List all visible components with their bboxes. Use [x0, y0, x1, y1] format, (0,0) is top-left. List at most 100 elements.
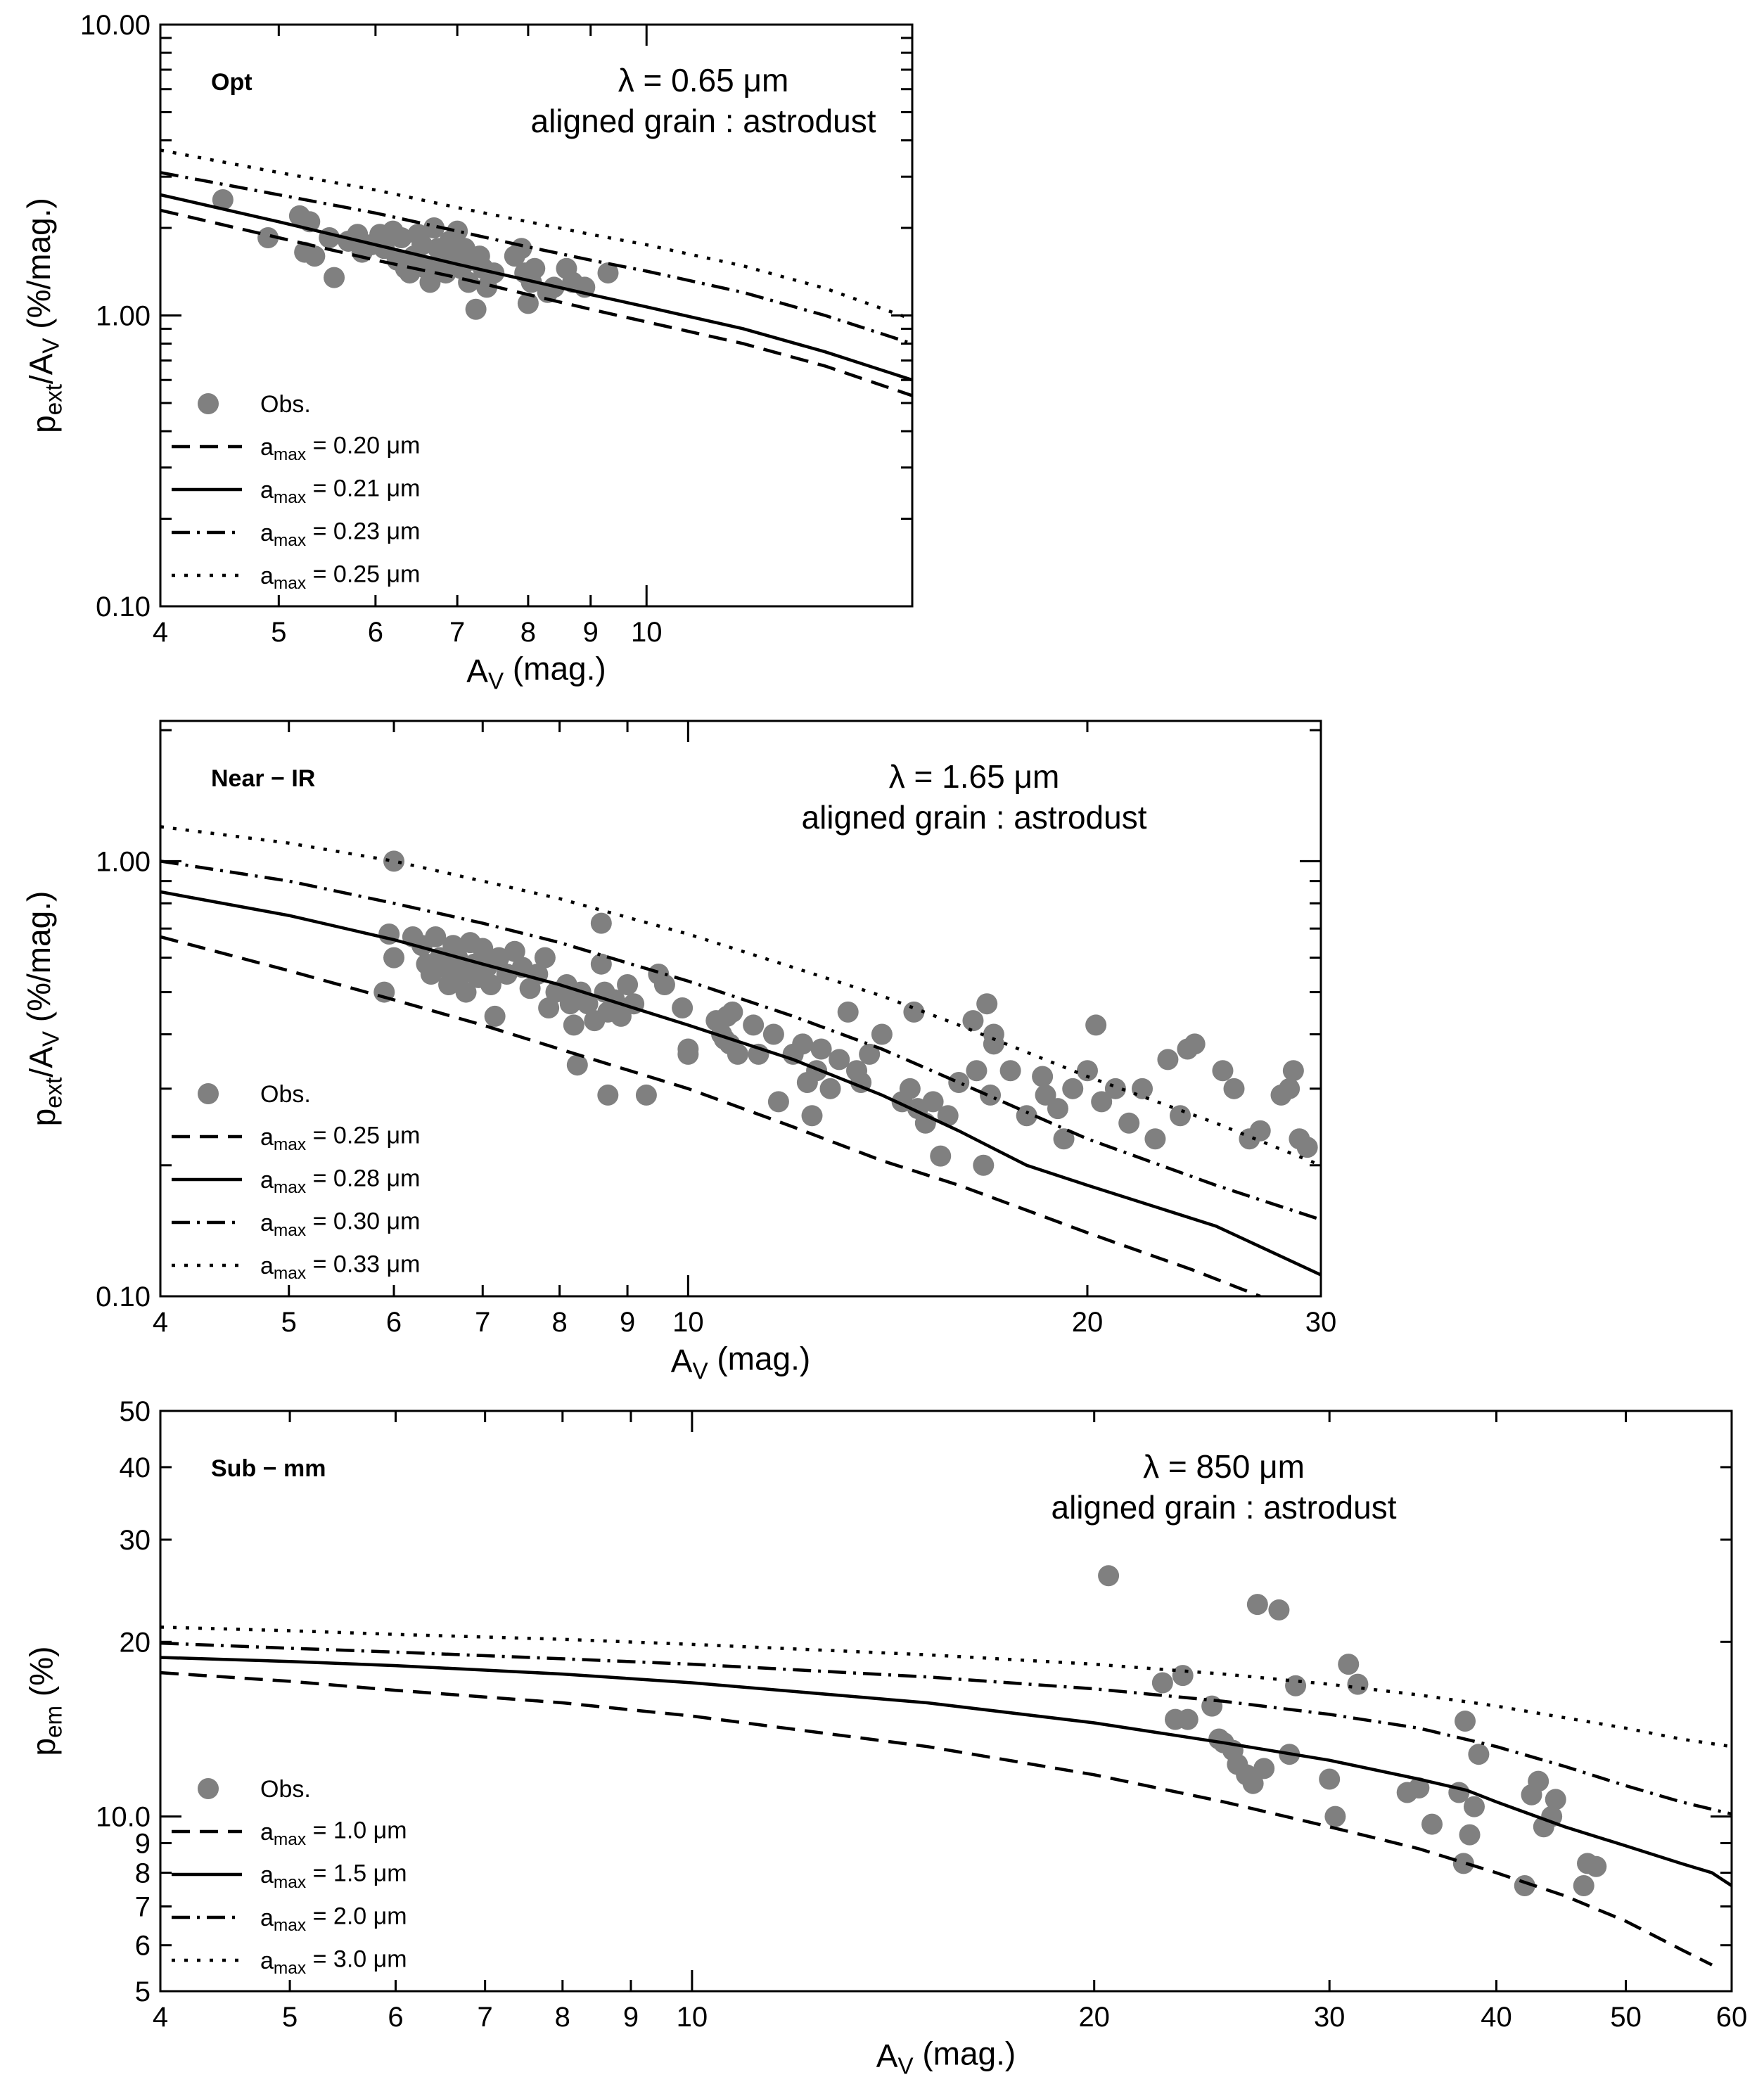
- y-tick-label: 50: [120, 1396, 151, 1427]
- obs-point: [1170, 1105, 1191, 1127]
- annotation-line: aligned grain : astrodust: [802, 799, 1147, 836]
- legend-marker: [198, 1083, 219, 1104]
- obs-point: [871, 1023, 893, 1045]
- obs-point: [1347, 1673, 1369, 1695]
- legend-marker: [198, 393, 219, 414]
- obs-point: [1242, 1772, 1264, 1794]
- x-tick-label: 6: [388, 2002, 403, 2033]
- plot-frame: [159, 720, 1322, 1298]
- obs-point: [1528, 1770, 1549, 1792]
- x-tick-label: 10: [631, 617, 663, 648]
- obs-point: [257, 227, 279, 249]
- x-tick-label: 30: [1314, 2002, 1346, 2033]
- obs-point: [1246, 1594, 1268, 1616]
- obs-point: [767, 1091, 789, 1113]
- obs-point: [1585, 1855, 1607, 1877]
- obs-point: [1455, 1711, 1476, 1732]
- legend-label: Obs.: [260, 391, 311, 418]
- obs-point: [458, 271, 480, 293]
- obs-point: [590, 953, 612, 975]
- legend-label: Obs.: [260, 1081, 311, 1108]
- x-tick-label: 8: [555, 2002, 570, 2033]
- y-axis-label: pext/AV (%/mag.): [20, 198, 67, 433]
- annotation-line: λ = 1.65 μm: [889, 758, 1060, 795]
- x-tick-label: 5: [281, 1307, 297, 1338]
- obs-point: [1104, 1078, 1126, 1099]
- y-axis-label: pext/AV (%/mag.): [20, 891, 67, 1127]
- y-tick-label: 40: [120, 1452, 151, 1483]
- x-tick-label: 5: [282, 2002, 298, 2033]
- plot-frame: [159, 1410, 1733, 1993]
- obs-point: [1053, 1128, 1075, 1150]
- x-tick-label: 9: [620, 1307, 635, 1338]
- obs-point: [1091, 1091, 1113, 1113]
- legend-marker: [198, 1778, 219, 1799]
- x-tick-label: 20: [1078, 2002, 1110, 2033]
- obs-point: [1249, 1120, 1271, 1142]
- obs-point: [534, 947, 556, 969]
- obs-point: [1035, 1084, 1056, 1106]
- x-tick-label: 60: [1716, 2002, 1748, 2033]
- panel-tag: Opt: [211, 69, 253, 96]
- model-curve-dashed: [160, 1670, 1713, 1967]
- obs-point: [1452, 1853, 1474, 1874]
- legend-label: amax = 0.21 μm: [260, 475, 420, 507]
- obs-point: [1573, 1874, 1594, 1896]
- obs-point: [597, 1084, 619, 1106]
- obs-point: [1463, 1796, 1485, 1817]
- legend-label: amax = 0.33 μm: [260, 1251, 420, 1283]
- y-tick-label: 10.00: [80, 10, 151, 41]
- legend-label: amax = 1.5 μm: [260, 1860, 407, 1892]
- model-curve-dashdot: [160, 860, 1321, 1222]
- x-tick-label: 20: [1072, 1307, 1104, 1338]
- model-curve-solid: [160, 890, 1321, 1277]
- y-tick-label: 1.00: [96, 846, 151, 877]
- obs-point: [1296, 1137, 1318, 1158]
- obs-point: [484, 1005, 506, 1027]
- obs-point: [1157, 1049, 1179, 1071]
- x-tick-label: 8: [520, 617, 536, 648]
- obs-point: [390, 227, 412, 249]
- y-tick-label: 0.10: [96, 592, 151, 622]
- obs-point: [1177, 1708, 1199, 1730]
- obs-point: [1032, 1066, 1054, 1087]
- obs-point: [319, 227, 340, 249]
- legend-label: amax = 0.20 μm: [260, 432, 420, 464]
- obs-point: [1062, 1078, 1084, 1099]
- obs-point: [973, 1154, 995, 1176]
- obs-point: [383, 947, 405, 969]
- y-tick-label: 0.10: [96, 1282, 151, 1312]
- obs-point: [762, 1023, 784, 1045]
- legend-label: amax = 0.25 μm: [260, 1122, 420, 1154]
- x-tick-label: 10: [672, 1307, 704, 1338]
- annotation-line: λ = 850 μm: [1143, 1448, 1305, 1485]
- obs-point: [423, 217, 445, 239]
- x-tick-label: 7: [478, 2002, 493, 2033]
- obs-point: [597, 262, 619, 284]
- obs-point: [1016, 1105, 1037, 1127]
- obs-point: [672, 997, 694, 1018]
- obs-point: [480, 974, 501, 996]
- obs-point: [727, 1043, 748, 1065]
- obs-point: [1223, 1078, 1245, 1099]
- obs-point: [948, 1072, 970, 1094]
- obs-point: [1085, 1014, 1107, 1036]
- x-tick-label: 50: [1610, 2002, 1642, 2033]
- model-curve-solid: [160, 1656, 1732, 1887]
- model-curve-dashdot: [160, 1641, 1732, 1816]
- obs-point: [212, 188, 234, 210]
- obs-point: [383, 850, 405, 872]
- obs-point: [966, 1060, 988, 1082]
- y-tick-label: 10.0: [96, 1802, 151, 1833]
- obs-point: [743, 1014, 765, 1036]
- model-curve-dotted: [160, 148, 912, 321]
- obs-point: [930, 1145, 952, 1167]
- obs-point: [1212, 1060, 1234, 1082]
- x-tick-label: 40: [1481, 2002, 1512, 2033]
- obs-point: [1514, 1874, 1535, 1896]
- obs-point: [617, 974, 639, 996]
- model-curve-dotted: [160, 1625, 1732, 1749]
- x-tick-label: 4: [153, 2002, 168, 2033]
- obs-point: [1132, 1078, 1153, 1099]
- obs-point: [472, 938, 494, 959]
